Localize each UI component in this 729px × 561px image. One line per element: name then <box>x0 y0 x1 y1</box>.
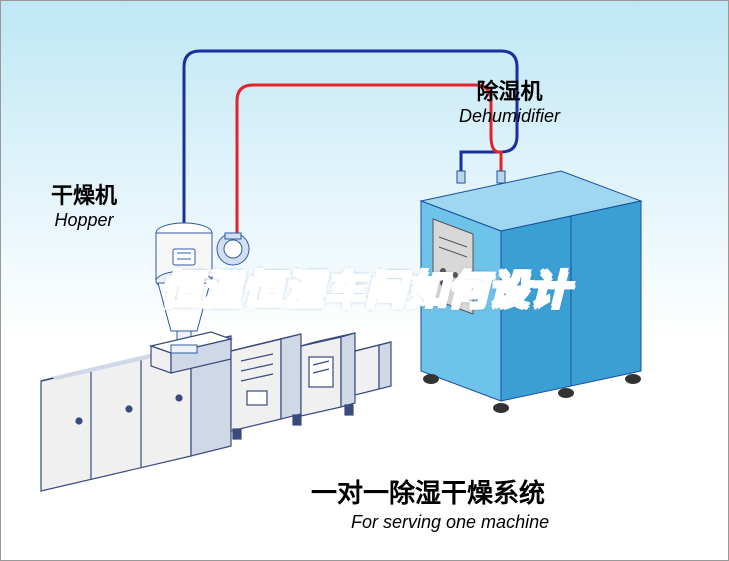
label-dehumidifier-cn: 除湿机 <box>459 74 560 106</box>
label-hopper: 干燥机 Hopper <box>51 178 117 231</box>
label-dehumidifier: 除湿机 Dehumidifier <box>459 74 560 127</box>
hopper-unit <box>156 223 249 345</box>
label-dehumidifier-en: Dehumidifier <box>459 106 560 127</box>
extruder-machine <box>41 332 391 491</box>
dehumidifier-unit <box>421 171 641 413</box>
label-hopper-cn: 干燥机 <box>51 178 117 210</box>
diagram-canvas: 干燥机 Hopper 除湿机 Dehumidifier 一对一除湿干燥系统 Fo… <box>0 0 729 561</box>
bottom-caption: 一对一除湿干燥系统 For serving one machine <box>311 473 549 533</box>
bottom-caption-cn: 一对一除湿干燥系统 <box>311 473 549 510</box>
bottom-caption-en: For serving one machine <box>351 512 549 533</box>
label-hopper-en: Hopper <box>51 210 117 231</box>
